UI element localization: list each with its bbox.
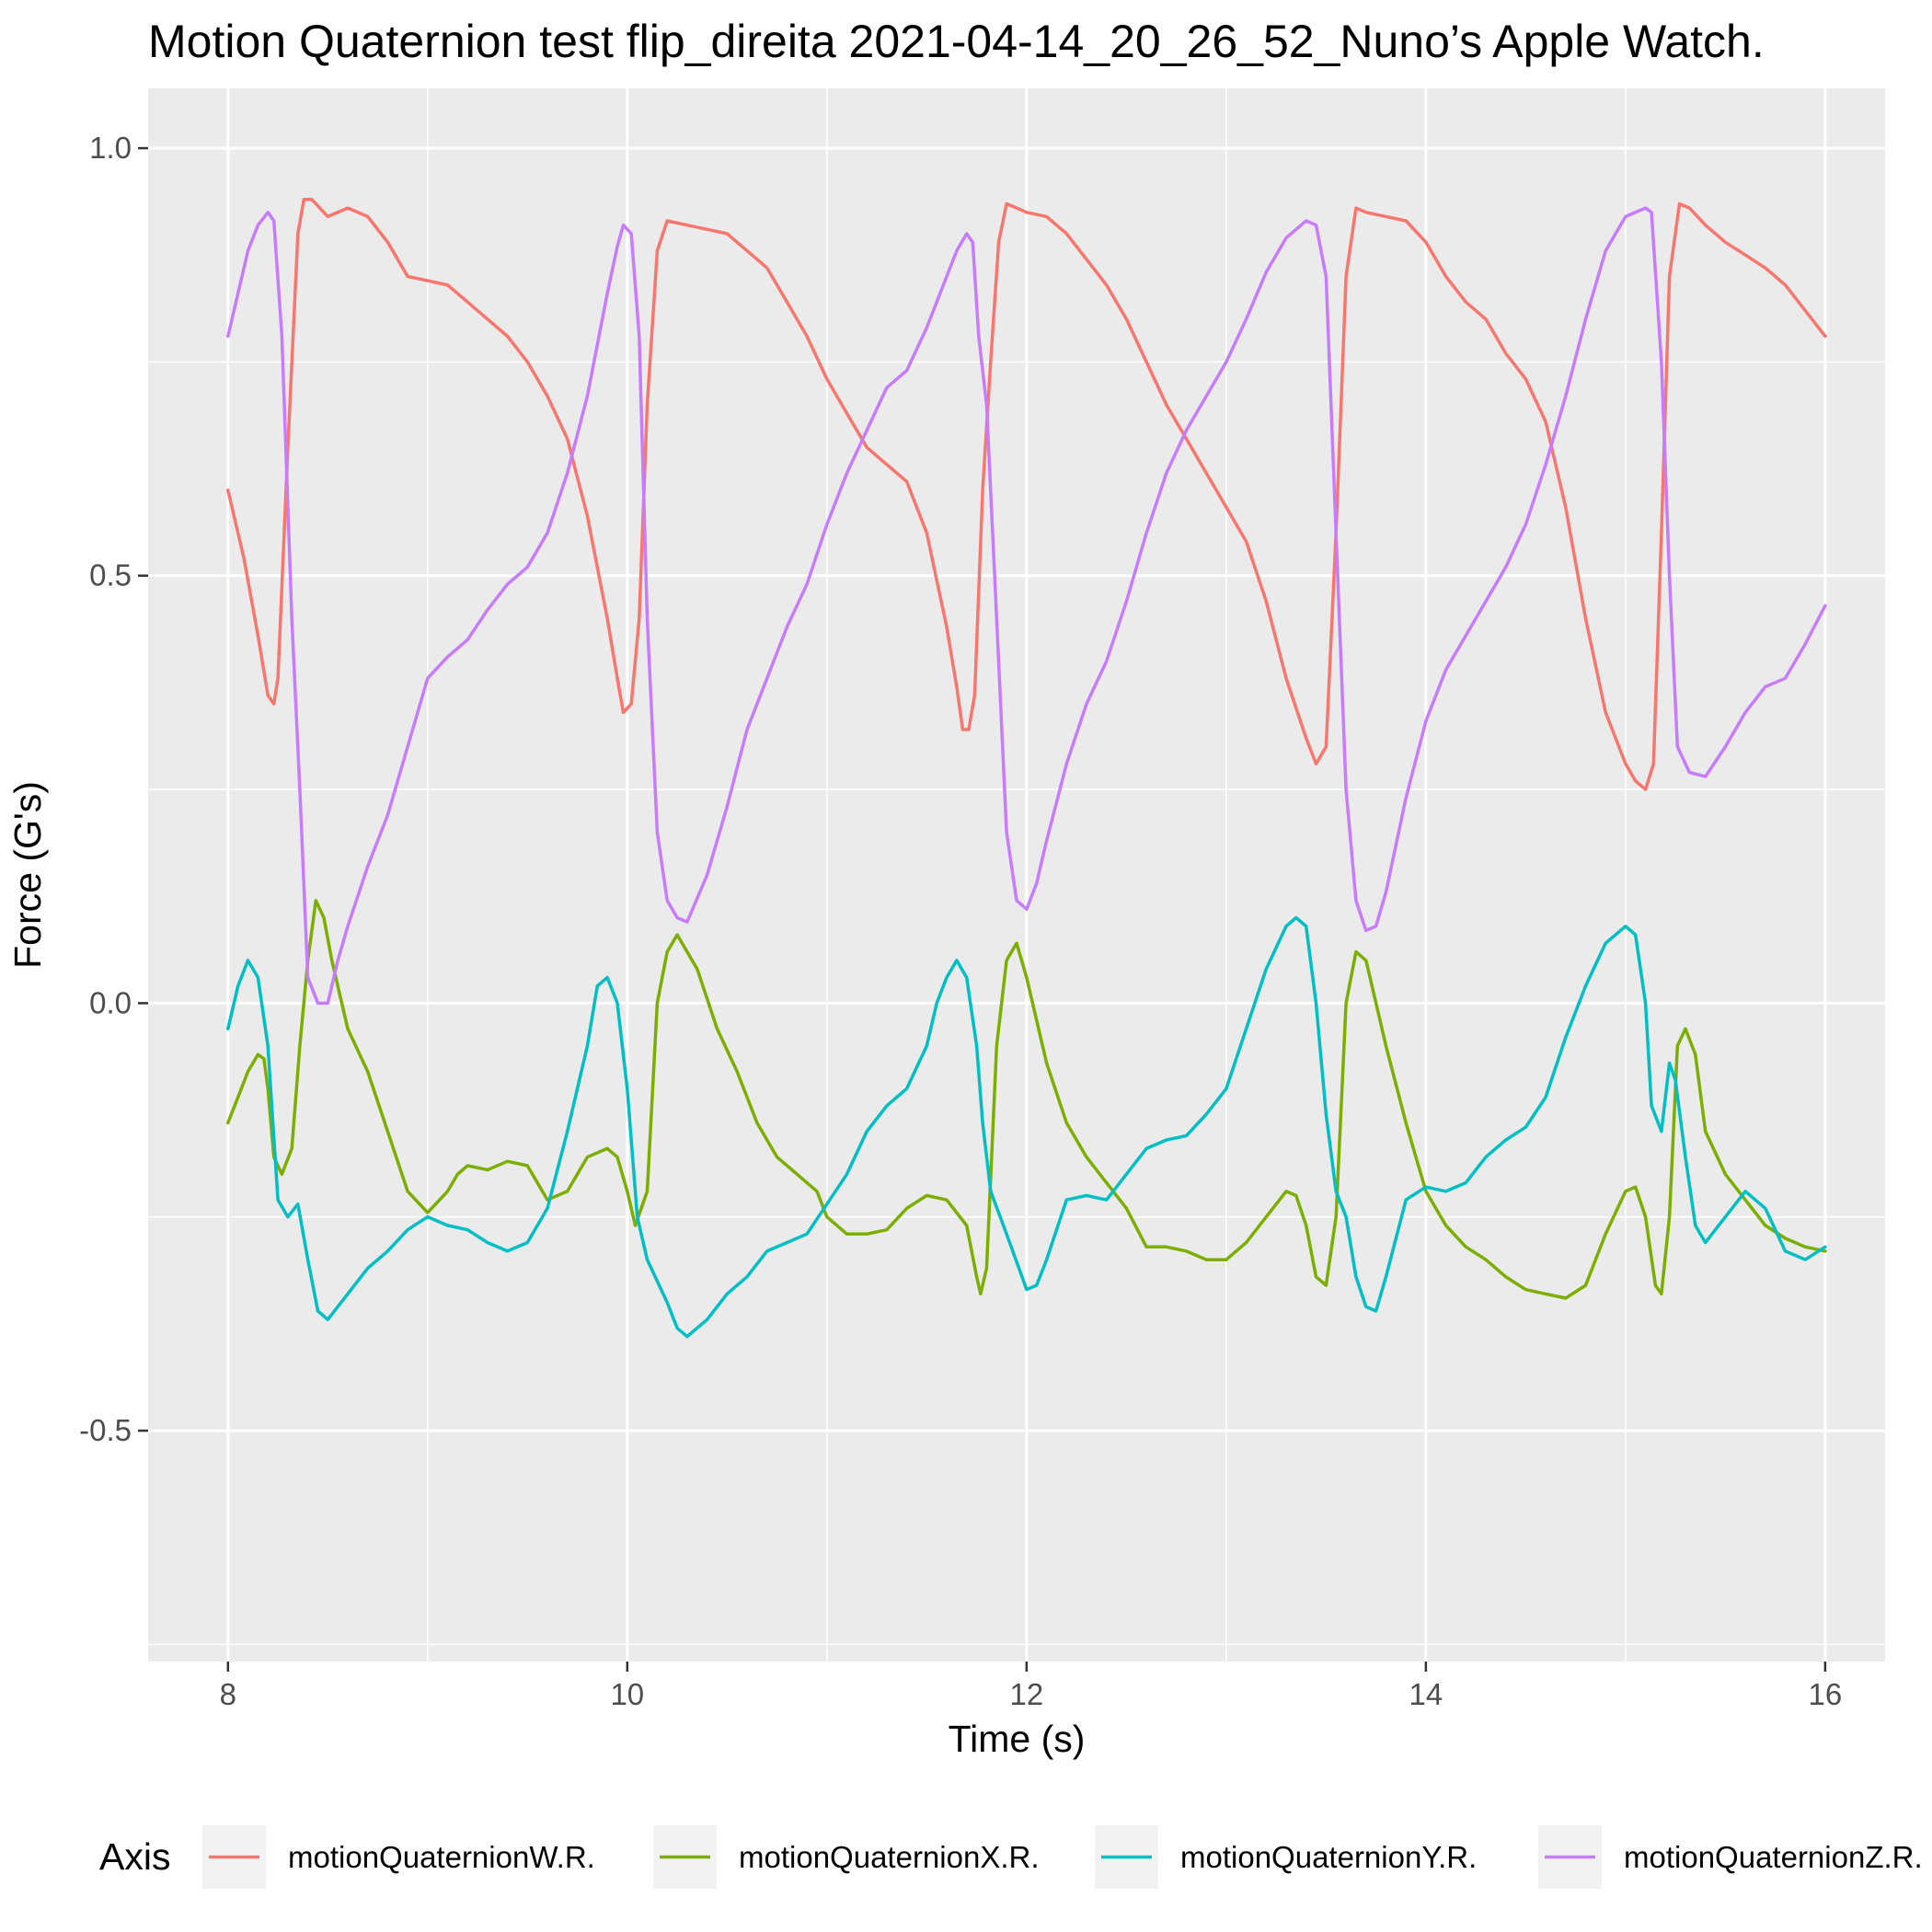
tick-labels: 8 10 12 14 16 -0.5 0.0 0.5 1.0 <box>79 131 1842 1711</box>
grid-major <box>148 88 1885 1662</box>
x-tick-label: 16 <box>1809 1677 1843 1711</box>
axis-ticks <box>138 146 1827 1672</box>
legend: Axis motionQuaternionW.R. motionQuaternio… <box>99 1825 1923 1889</box>
legend-label: motionQuaternionY.R. <box>1180 1840 1477 1874</box>
legend-items: motionQuaternionW.R. motionQuaternionX.R.… <box>202 1825 1923 1889</box>
x-tick-label: 10 <box>610 1677 644 1711</box>
x-axis-title: Time (s) <box>949 1718 1086 1760</box>
chart-title: Motion Quaternion test flip_direita 2021… <box>148 16 1765 67</box>
series-line-motionQuaternionZ.R. <box>226 206 1827 1006</box>
plot-panel <box>148 88 1885 1662</box>
y-tick-label: 0.5 <box>89 558 132 592</box>
legend-label: motionQuaternionW.R. <box>288 1840 595 1874</box>
y-axis-title: Force (G's) <box>6 781 49 969</box>
legend-label: motionQuaternionX.R. <box>739 1840 1040 1874</box>
y-tick-label: 0.0 <box>89 985 132 1019</box>
legend-title: Axis <box>99 1835 170 1878</box>
x-tick-label: 12 <box>1009 1677 1043 1711</box>
legend-label: motionQuaternionZ.R. <box>1624 1840 1923 1874</box>
x-tick-label: 8 <box>220 1677 236 1711</box>
series-line-motionQuaternionY.R. <box>226 915 1827 1339</box>
x-tick-label: 14 <box>1409 1677 1443 1711</box>
grid-minor <box>148 88 1885 1662</box>
series-line-motionQuaternionX.R. <box>226 899 1827 1300</box>
series-line-motionQuaternionW.R. <box>226 198 1827 791</box>
y-tick-label: 1.0 <box>89 131 132 165</box>
series-layer <box>226 198 1827 1339</box>
y-tick-label: -0.5 <box>79 1413 132 1447</box>
